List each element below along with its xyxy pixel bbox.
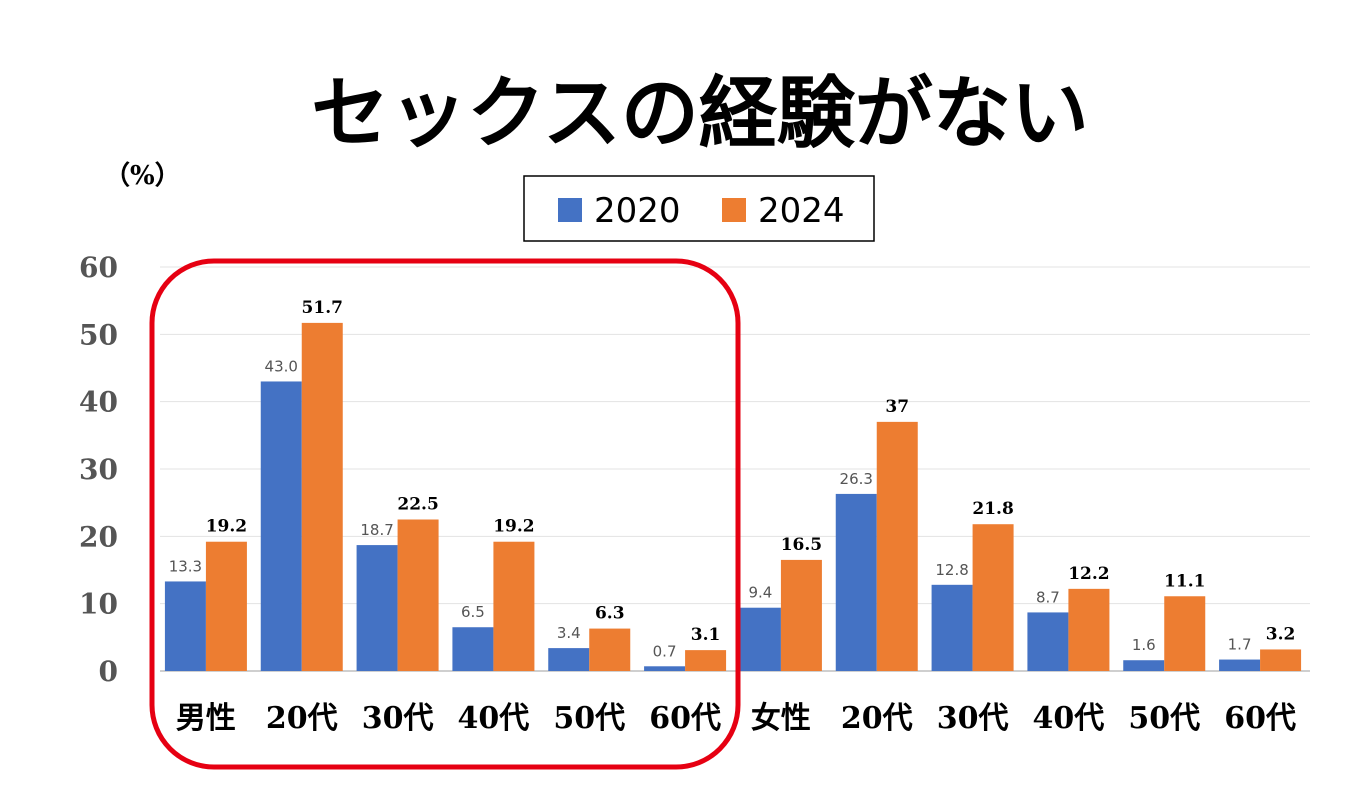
legend-swatch-2024 [722, 198, 746, 222]
x-tick-label-7: 20代 [841, 701, 913, 736]
data-label-2020-3: 6.5 [461, 603, 485, 621]
data-label-2024-0: 19.2 [206, 517, 247, 537]
y-tick-label: 60 [79, 251, 118, 284]
data-label-2020-6: 9.4 [748, 584, 772, 602]
x-tick-label-2: 30代 [362, 701, 434, 736]
data-label-2020-0: 13.3 [169, 557, 202, 575]
x-tick-label-6: 女性 [751, 701, 811, 736]
bar-2020-0 [164, 581, 206, 671]
bar-2024-9 [1068, 588, 1110, 671]
bars [164, 322, 1302, 671]
chart-title: セックスの経験がない [311, 68, 1089, 159]
bar-2024-2 [397, 519, 439, 671]
x-tick-label-10: 50代 [1128, 701, 1200, 736]
bar-2024-6 [780, 559, 822, 671]
bar-2020-4 [548, 648, 590, 671]
x-tick-label-4: 50代 [553, 701, 625, 736]
legend: 2020 2024 [523, 175, 875, 242]
bar-2020-3 [452, 627, 494, 671]
male-group-highlight-frame [149, 258, 741, 770]
y-tick-label: 50 [79, 318, 118, 351]
bar-2020-7 [835, 493, 877, 671]
data-label-2024-8: 21.8 [972, 499, 1013, 519]
bar-2020-9 [1027, 612, 1069, 671]
data-label-2024-2: 22.5 [397, 495, 438, 515]
y-tick-label: 40 [79, 386, 118, 419]
bar-2024-1 [301, 322, 343, 671]
bar-2020-5 [644, 666, 686, 671]
bar-2024-10 [1164, 596, 1206, 671]
bar-2020-11 [1219, 659, 1261, 671]
data-label-2020-7: 26.3 [840, 470, 873, 488]
x-tick-label-11: 60代 [1224, 701, 1296, 736]
data-label-2020-10: 1.6 [1132, 636, 1156, 654]
data-label-2020-2: 18.7 [360, 521, 393, 539]
x-tick-label-1: 20代 [266, 701, 338, 736]
bar-2020-2 [356, 545, 398, 671]
data-label-2020-5: 0.7 [653, 642, 677, 660]
x-tick-label-3: 40代 [458, 701, 530, 736]
data-label-2024-10: 11.1 [1164, 571, 1205, 591]
legend-label-2020: 2020 [594, 191, 681, 231]
data-label-2020-4: 3.4 [557, 624, 581, 642]
legend-label-2024: 2024 [758, 191, 845, 231]
x-axis-ticks: 男性 20代 30代 40代 50代 60代 女性 20代 30代 40代 50代 60代 [176, 701, 1296, 736]
data-label-2024-4: 6.3 [595, 604, 625, 624]
legend-swatch-2020 [558, 198, 582, 222]
y-tick-label: 10 [79, 588, 118, 621]
data-label-2020-1: 43.0 [265, 357, 298, 375]
x-tick-label-9: 40代 [1033, 701, 1105, 736]
x-tick-label-5: 60代 [649, 701, 721, 736]
data-label-2024-5: 3.1 [691, 625, 721, 645]
legend-box [523, 175, 875, 242]
data-label-2020-8: 12.8 [935, 561, 968, 579]
bar-2024-0 [205, 541, 247, 671]
gridlines [160, 266, 1310, 672]
data-label-2020-9: 8.7 [1036, 588, 1060, 606]
bar-2024-11 [1260, 649, 1302, 671]
data-labels: 13.3 19.2 43.0 51.7 18.722.5 6.5 19.2 3.4 6.3 0.7… [169, 298, 1296, 660]
y-tick-label: 0 [99, 655, 118, 688]
y-axis-unit-label: （%） [104, 161, 181, 191]
bar-2024-7 [876, 421, 918, 671]
y-tick-label: 30 [79, 453, 118, 486]
bar-2024-5 [685, 650, 727, 671]
y-axis-ticks: 0 10 20 30 40 50 60 [79, 251, 118, 688]
bar-2020-8 [931, 584, 973, 671]
x-tick-label-8: 30代 [937, 701, 1009, 736]
bar-2024-8 [972, 524, 1014, 671]
data-label-2024-9: 12.2 [1068, 564, 1109, 584]
data-label-2024-11: 3.2 [1266, 624, 1296, 644]
data-label-2020-11: 1.7 [1228, 636, 1252, 654]
data-label-2024-1: 51.7 [302, 298, 343, 318]
data-label-2024-6: 16.5 [781, 535, 822, 555]
bar-2020-6 [739, 607, 781, 671]
data-label-2024-3: 19.2 [493, 517, 534, 537]
bar-2024-4 [589, 628, 631, 671]
bar-2020-1 [260, 381, 302, 671]
data-label-2024-7: 37 [885, 397, 909, 417]
bar-2020-10 [1123, 660, 1165, 671]
y-tick-label: 20 [79, 520, 118, 553]
bar-2024-3 [493, 541, 535, 671]
x-tick-label-0: 男性 [176, 701, 236, 736]
